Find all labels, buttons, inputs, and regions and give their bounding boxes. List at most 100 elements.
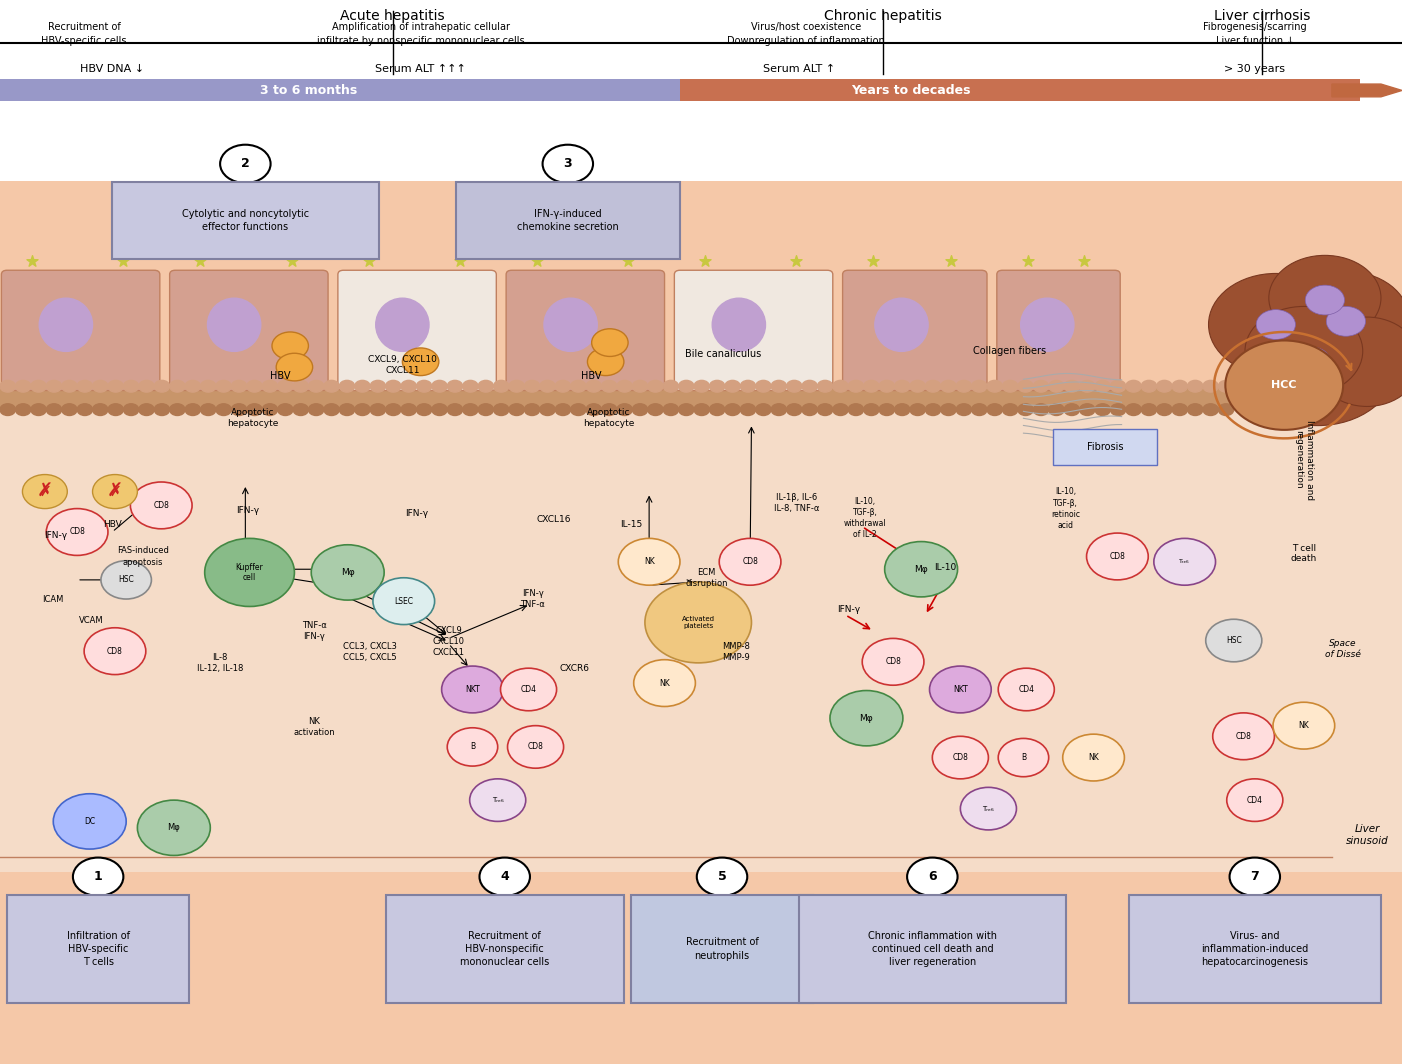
Circle shape: [756, 381, 771, 392]
Circle shape: [632, 381, 648, 392]
Circle shape: [373, 578, 435, 625]
Circle shape: [1110, 381, 1126, 392]
Circle shape: [220, 145, 271, 183]
Circle shape: [22, 475, 67, 509]
Text: CXCL9, CXCL10
CXCL11: CXCL9, CXCL10 CXCL11: [367, 355, 437, 375]
Circle shape: [262, 404, 278, 415]
Text: IL-10,
TGF-β,
withdrawal
of IL-2: IL-10, TGF-β, withdrawal of IL-2: [844, 497, 886, 539]
Circle shape: [1018, 404, 1033, 415]
Circle shape: [540, 404, 555, 415]
Circle shape: [879, 381, 894, 392]
Circle shape: [1172, 404, 1187, 415]
Text: NK: NK: [644, 558, 655, 566]
Text: IFN-γ
TNF-α: IFN-γ TNF-α: [520, 589, 545, 609]
Circle shape: [524, 404, 540, 415]
Circle shape: [586, 404, 601, 415]
Circle shape: [324, 381, 339, 392]
Circle shape: [725, 381, 740, 392]
Circle shape: [1033, 381, 1049, 392]
Text: ✗: ✗: [107, 482, 123, 501]
Text: Apoptotic
hepatocyte: Apoptotic hepatocyte: [227, 409, 278, 428]
Point: [189, 252, 212, 269]
Text: LSEC: LSEC: [394, 597, 414, 605]
Text: Chronic inflammation with
continued cell death and
liver regeneration: Chronic inflammation with continued cell…: [868, 931, 997, 967]
Text: 1: 1: [94, 870, 102, 883]
Ellipse shape: [544, 298, 597, 351]
Circle shape: [1141, 381, 1157, 392]
Text: Recruitment of
HBV-nonspecific
mononuclear cells: Recruitment of HBV-nonspecific mononucle…: [460, 931, 550, 967]
Text: CCL3, CXCL3
CCL5, CXCL5: CCL3, CXCL3 CCL5, CXCL5: [343, 643, 397, 662]
Circle shape: [1256, 310, 1295, 339]
Circle shape: [817, 404, 833, 415]
Text: Recruitment of
HBV-specific cells: Recruitment of HBV-specific cells: [42, 22, 126, 46]
Text: CD8: CD8: [1109, 552, 1126, 561]
Text: IL-8
IL-12, IL-18: IL-8 IL-12, IL-18: [196, 653, 244, 672]
Circle shape: [771, 404, 787, 415]
Circle shape: [1033, 404, 1049, 415]
Circle shape: [555, 381, 571, 392]
Text: Virus- and
inflammation-induced
hepatocarcinogenesis: Virus- and inflammation-induced hepatoca…: [1202, 931, 1308, 967]
Circle shape: [632, 404, 648, 415]
Circle shape: [231, 381, 247, 392]
FancyBboxPatch shape: [0, 394, 1402, 872]
Circle shape: [15, 381, 31, 392]
Text: NK
activation: NK activation: [293, 717, 335, 736]
Circle shape: [524, 381, 540, 392]
Text: Mφ: Mφ: [167, 824, 181, 832]
Text: HBV: HBV: [271, 370, 290, 381]
Circle shape: [930, 666, 991, 713]
Circle shape: [447, 404, 463, 415]
Text: NK: NK: [1298, 721, 1309, 730]
FancyBboxPatch shape: [456, 182, 680, 259]
Circle shape: [84, 628, 146, 675]
Text: Amplification of intrahepatic cellular
infiltrate by nonspecific mononuclear cel: Amplification of intrahepatic cellular i…: [317, 22, 524, 46]
Circle shape: [1002, 404, 1018, 415]
Text: Serum ALT ↑: Serum ALT ↑: [763, 64, 836, 74]
Circle shape: [262, 381, 278, 392]
Text: HSC: HSC: [118, 576, 135, 584]
Circle shape: [205, 538, 294, 606]
Point: [358, 252, 380, 269]
Text: > 30 years: > 30 years: [1224, 64, 1286, 74]
Text: VCAM: VCAM: [79, 616, 104, 625]
Circle shape: [956, 381, 972, 392]
Circle shape: [416, 404, 432, 415]
Circle shape: [386, 381, 401, 392]
FancyBboxPatch shape: [799, 895, 1066, 1003]
Circle shape: [154, 404, 170, 415]
Circle shape: [941, 404, 956, 415]
Ellipse shape: [1241, 309, 1395, 426]
Text: TNF-α
IFN-γ: TNF-α IFN-γ: [301, 621, 327, 641]
Circle shape: [709, 381, 725, 392]
Circle shape: [907, 858, 958, 896]
Text: CXCL16: CXCL16: [537, 515, 571, 523]
Text: Tᵣₑ₆: Tᵣₑ₆: [983, 805, 994, 812]
Point: [939, 252, 962, 269]
Ellipse shape: [376, 298, 429, 351]
Circle shape: [31, 404, 46, 415]
Circle shape: [941, 381, 956, 392]
Point: [694, 252, 716, 269]
Circle shape: [46, 509, 108, 555]
Circle shape: [1002, 381, 1018, 392]
Circle shape: [447, 381, 463, 392]
FancyBboxPatch shape: [7, 895, 189, 1003]
Circle shape: [817, 381, 833, 392]
Text: IFN-γ: IFN-γ: [237, 506, 259, 515]
Text: ECM
disruption: ECM disruption: [686, 568, 728, 587]
Circle shape: [932, 736, 988, 779]
Circle shape: [571, 404, 586, 415]
Circle shape: [386, 404, 401, 415]
FancyBboxPatch shape: [997, 270, 1120, 390]
Point: [785, 252, 808, 269]
Circle shape: [139, 381, 154, 392]
Circle shape: [130, 482, 192, 529]
Text: Recruitment of
neutrophils: Recruitment of neutrophils: [686, 937, 758, 961]
Circle shape: [1063, 734, 1124, 781]
Text: Mφ: Mφ: [859, 714, 873, 722]
Circle shape: [185, 381, 200, 392]
FancyBboxPatch shape: [386, 895, 624, 1003]
Circle shape: [960, 787, 1016, 830]
Circle shape: [972, 404, 987, 415]
Circle shape: [0, 381, 15, 392]
